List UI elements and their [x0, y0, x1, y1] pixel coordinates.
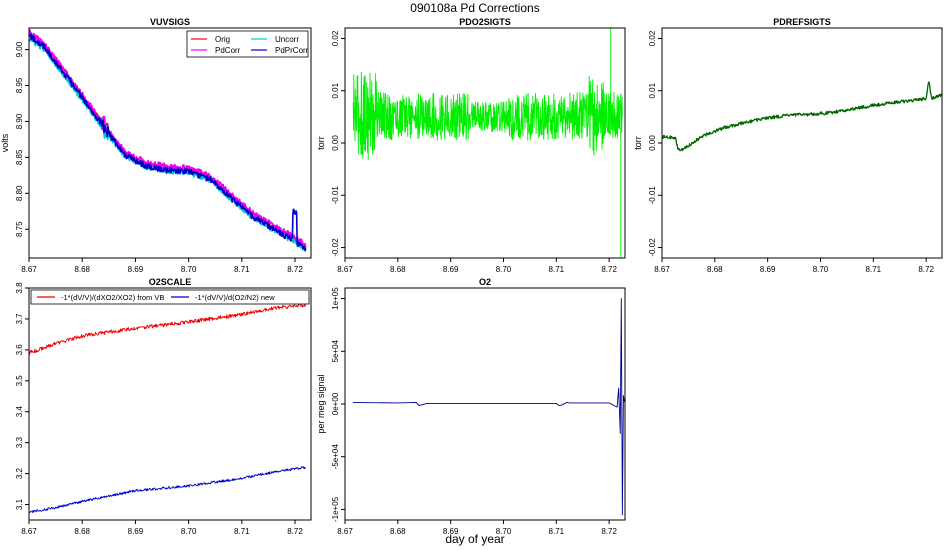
vuvsigs-y-tick-label: 8.95 — [15, 77, 24, 93]
o2scale-y-tick-label: 3.3 — [15, 437, 24, 449]
vuvsigs-legend-label: Orig — [215, 35, 230, 44]
o2-x-tick-label: 8.71 — [549, 527, 565, 536]
o2-plot-frame — [344, 287, 626, 521]
vuvsigs-series-pdprcorr — [29, 33, 307, 252]
o2-y-tick-label: 5e+04 — [331, 339, 340, 362]
pdo2sigts-x-tick-label: 8.72 — [601, 265, 617, 274]
o2-y-tick-label: 1e+05 — [331, 287, 340, 310]
pdrefsigts-x-tick-label: 8.67 — [654, 265, 670, 274]
pdrefsigts-y-axis-label: torr — [633, 136, 643, 150]
pdo2sigts-x-tick-label: 8.71 — [549, 265, 565, 274]
pdrefsigts-x-tick-label: 8.70 — [813, 265, 829, 274]
o2scale-y-tick-label: 3.5 — [15, 375, 24, 387]
pdo2sigts-y-tick-label: -0.01 — [331, 186, 340, 205]
o2scale-y-tick-label: 3.1 — [15, 498, 24, 510]
o2-x-tick-label: 8.68 — [390, 527, 406, 536]
pdrefsigts-x-tick-label: 8.71 — [866, 265, 882, 274]
pdrefsigts-x-tick-label: 8.69 — [760, 265, 776, 274]
panel-vuvsigs: VUVSIGS 8.67 8.68 8.69 8.70 8.71 8.72 8.75 8.80 8… — [0, 17, 312, 274]
vuvsigs-series-pdcorr — [29, 29, 307, 247]
pdo2sigts-y-tick-label: 0.02 — [331, 30, 340, 46]
o2scale-legend-label: -1*(dV/V)/d(O2/N2) new — [195, 293, 275, 302]
o2-y-tick-label: 0e+00 — [331, 392, 340, 415]
o2scale-x-tick-label: 8.69 — [128, 527, 144, 536]
o2scale-y-tick-label: 3.4 — [15, 406, 24, 418]
pdrefsigts-y-tick-label: 0.02 — [648, 30, 657, 46]
pdrefsigts-x-tick-label: 8.72 — [918, 265, 934, 274]
pdrefsigts-y-tick-label: 0.01 — [648, 82, 657, 98]
pdrefsigts-y-tick-label: 0.00 — [648, 135, 657, 151]
vuvsigs-legend — [186, 30, 309, 58]
vuvsigs-y-tick-label: 8.85 — [15, 149, 24, 165]
vuvsigs-y-tick-label: 8.75 — [15, 221, 24, 237]
o2-title: O2 — [479, 277, 491, 287]
o2scale-plot-frame — [28, 287, 312, 521]
panel-o2: O2 8.67 8.68 8.69 8.70 8.71 8.72 -1e+05 -5e+04 0e… — [316, 277, 626, 536]
o2scale-y-tick-label: 3.6 — [15, 344, 24, 356]
o2-y-axis-label: per meg signal — [316, 374, 326, 433]
figure-title: 090108a Pd Corrections — [410, 1, 540, 15]
o2scale-x-tick-label: 8.70 — [181, 527, 197, 536]
o2scale-x-tick-label: 8.67 — [21, 527, 37, 536]
o2scale-y-tick-label: 3.2 — [15, 467, 24, 479]
vuvsigs-legend-label: Uncorr — [275, 35, 299, 44]
vuvsigs-x-tick-label: 8.71 — [234, 265, 250, 274]
o2scale-x-tick-label: 8.72 — [287, 527, 303, 536]
pdrefsigts-y-tick-label: -0.01 — [648, 186, 657, 205]
o2-x-tick-label: 8.67 — [337, 527, 353, 536]
vuvsigs-x-tick-label: 8.70 — [181, 265, 197, 274]
pdo2sigts-y-axis-label: torr — [316, 136, 326, 150]
vuvsigs-y-tick-label: 9.00 — [15, 41, 24, 57]
vuvsigs-legend-label: PdPrCorr — [275, 46, 309, 55]
pdo2sigts-y-tick-label: -0.02 — [331, 238, 340, 257]
vuvsigs-y-tick-label: 8.80 — [15, 185, 24, 201]
pdo2sigts-x-tick-label: 8.68 — [390, 265, 406, 274]
vuvsigs-plot-frame — [28, 27, 312, 259]
o2-y-tick-label: -5e+04 — [331, 444, 340, 470]
pdrefsigts-series-pdref — [662, 81, 942, 152]
pdo2sigts-x-tick-label: 8.70 — [496, 265, 512, 274]
o2scale-series--1-dv-v-d-o2-n2-new — [29, 466, 307, 514]
pdrefsigts-x-tick-label: 8.68 — [707, 265, 723, 274]
o2scale-x-tick-label: 8.68 — [74, 527, 90, 536]
pdo2sigts-plot-frame — [344, 27, 626, 259]
vuvsigs-x-tick-label: 8.72 — [287, 265, 303, 274]
pdo2sigts-series-pdo2 — [352, 28, 623, 258]
vuvsigs-x-tick-label: 8.69 — [128, 265, 144, 274]
o2-series-o2 — [352, 298, 625, 516]
vuvsigs-x-tick-label: 8.68 — [74, 265, 90, 274]
panel-pdo2sigts: PDO2SIGTS 8.67 8.68 8.69 8.70 8.71 8.72 -0.02 -0… — [316, 17, 626, 274]
o2scale-legend — [30, 289, 310, 305]
pdo2sigts-y-tick-label: 0.00 — [331, 135, 340, 151]
vuvsigs-series-orig — [29, 30, 307, 249]
o2-x-tick-label: 8.69 — [443, 527, 459, 536]
vuvsigs-y-axis-label: volts — [0, 133, 10, 152]
vuvsigs-title: VUVSIGS — [150, 17, 190, 27]
o2-x-tick-label: 8.72 — [601, 527, 617, 536]
figure-xlabel: day of year — [445, 532, 505, 546]
o2scale-legend-label: -1*(dV/V)/(dXO2/XO2) from VB — [61, 293, 164, 302]
pdrefsigts-plot-frame — [661, 27, 943, 259]
vuvsigs-x-tick-label: 8.67 — [21, 265, 37, 274]
pdo2sigts-x-tick-label: 8.67 — [337, 265, 353, 274]
vuvsigs-legend-label: PdCorr — [215, 46, 241, 55]
panel-o2scale: O2SCALE 8.67 8.68 8.69 8.70 8.71 8.72 3.1 3.2 3.3… — [15, 277, 312, 536]
pdo2sigts-x-tick-label: 8.69 — [443, 265, 459, 274]
o2scale-title: O2SCALE — [149, 277, 192, 287]
pdo2sigts-title: PDO2SIGTS — [459, 17, 511, 27]
vuvsigs-y-tick-label: 8.90 — [15, 113, 24, 129]
pdrefsigts-title: PDREFSIGTS — [773, 17, 831, 27]
o2-x-tick-label: 8.70 — [496, 527, 512, 536]
o2scale-y-tick-label: 3.7 — [15, 313, 24, 325]
o2scale-series--1-dv-v-dxo2-xo2-from-vb — [29, 303, 307, 355]
panel-pdrefsigts: PDREFSIGTS 8.67 8.68 8.69 8.70 8.71 8.72 -0.02 -… — [633, 17, 943, 274]
pdrefsigts-y-tick-label: -0.02 — [648, 238, 657, 257]
pdo2sigts-y-tick-label: 0.01 — [331, 82, 340, 98]
o2-y-tick-label: -1e+05 — [331, 496, 340, 522]
o2scale-y-tick-label: 3.8 — [15, 282, 24, 294]
o2scale-x-tick-label: 8.71 — [234, 527, 250, 536]
